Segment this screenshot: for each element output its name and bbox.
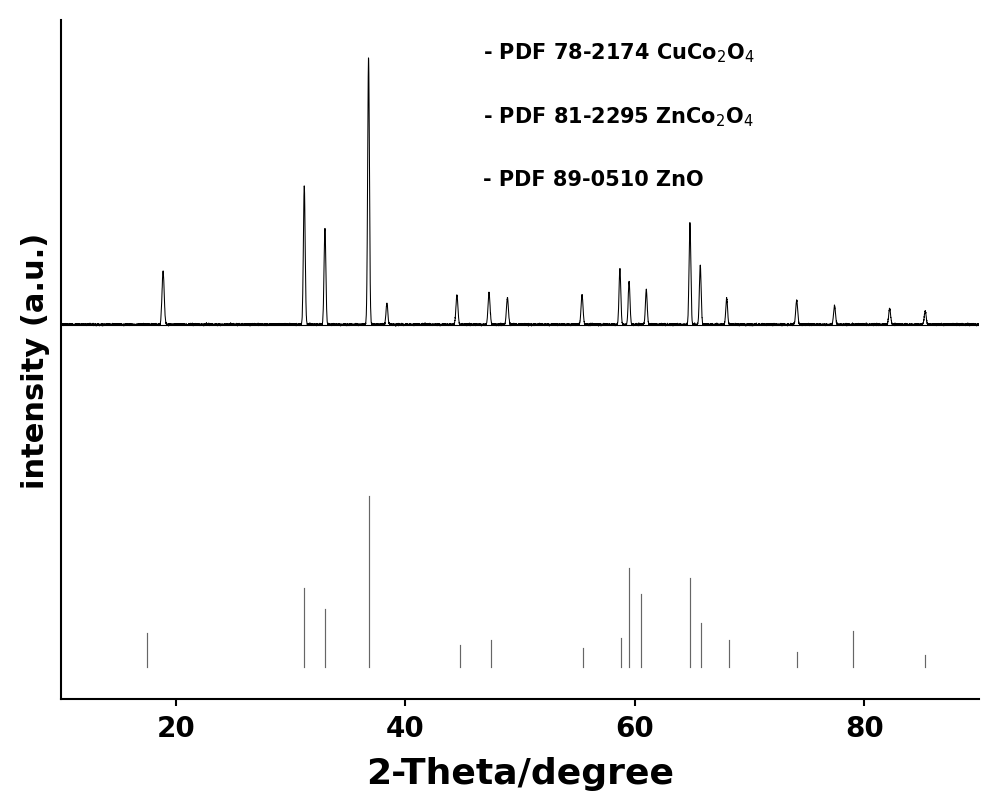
- Y-axis label: intensity (a.u.): intensity (a.u.): [21, 232, 50, 488]
- Text: - PDF 89-0510 ZnO: - PDF 89-0510 ZnO: [483, 170, 704, 190]
- Text: - PDF 78-2174 CuCo$_2$O$_4$: - PDF 78-2174 CuCo$_2$O$_4$: [483, 41, 755, 65]
- Text: - PDF 81-2295 ZnCo$_2$O$_4$: - PDF 81-2295 ZnCo$_2$O$_4$: [483, 105, 754, 129]
- X-axis label: 2-Theta/degree: 2-Theta/degree: [366, 756, 674, 790]
